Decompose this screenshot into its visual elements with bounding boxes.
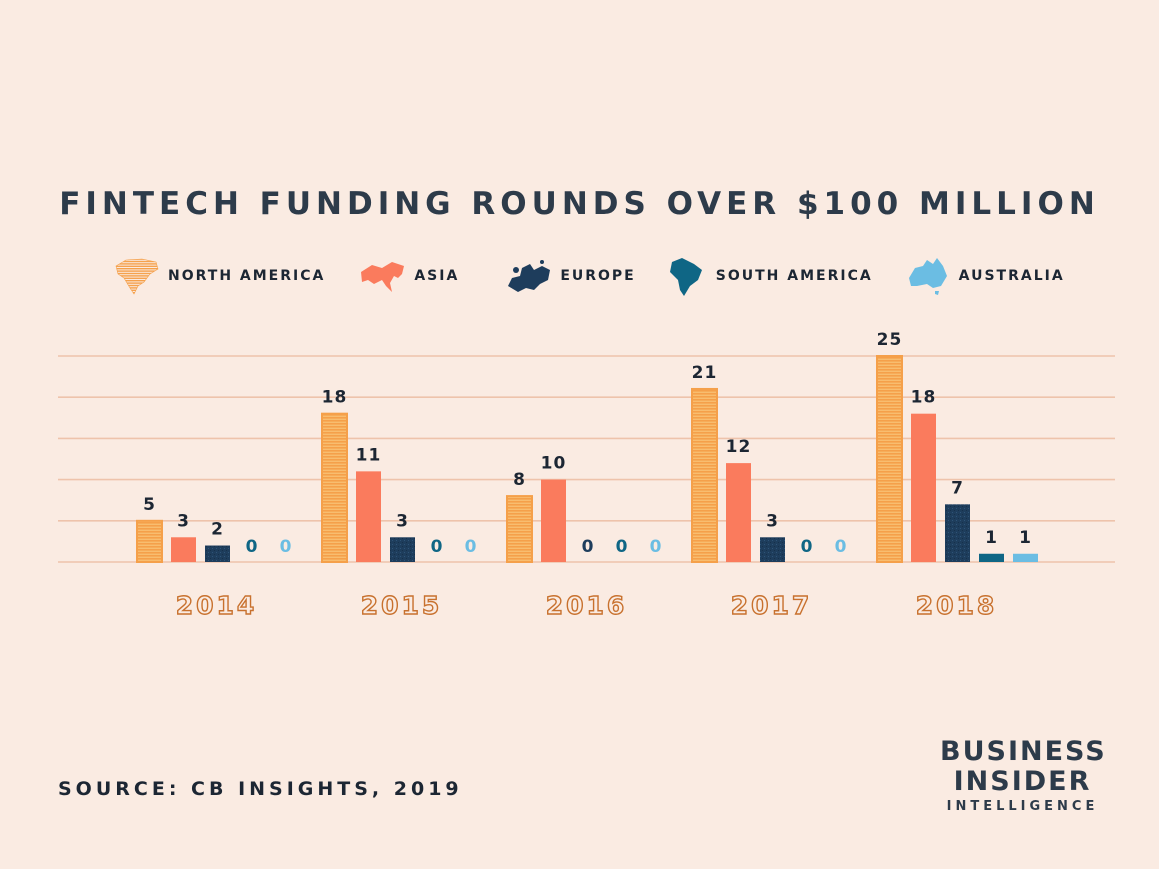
bar-asia-2015 — [356, 471, 381, 562]
value-label-australia-2016: 0 — [650, 537, 662, 557]
bar-europe-2018 — [945, 504, 970, 562]
legend-item-australia: AUSTRALIA — [903, 256, 1065, 296]
bar-australia-2018 — [1013, 553, 1038, 562]
category-label-2014: 2014 — [176, 591, 258, 620]
value-label-europe-2016: 0 — [582, 537, 594, 557]
value-label-south-america-2014: 0 — [246, 537, 258, 557]
legend-item-europe: EUROPE — [504, 256, 635, 296]
bar-asia-2017 — [726, 463, 751, 562]
bar-asia-2018 — [911, 413, 936, 562]
bar-europe-2015 — [390, 537, 415, 562]
value-label-australia-2014: 0 — [280, 537, 292, 557]
bar-north-america-2018 — [876, 355, 903, 563]
chart-title: FINTECH FUNDING ROUNDS OVER $100 MILLION — [59, 186, 1100, 222]
bar-north-america-2014 — [136, 519, 163, 563]
category-label-2018: 2018 — [916, 591, 998, 620]
value-label-europe-2017: 3 — [766, 511, 779, 531]
value-label-asia-2014: 3 — [177, 511, 190, 531]
bar-asia-2014 — [171, 537, 196, 562]
value-label-asia-2016: 10 — [541, 454, 567, 474]
australia-icon — [908, 258, 947, 295]
value-label-south-america-2015: 0 — [431, 537, 443, 557]
legend-label-asia: ASIA — [414, 268, 460, 284]
legend-label-australia: AUSTRALIA — [958, 268, 1065, 284]
bar-north-america-2017 — [691, 387, 718, 563]
value-label-north-america-2017: 21 — [692, 363, 718, 383]
value-label-north-america-2016: 8 — [513, 470, 526, 490]
category-label-2015: 2015 — [361, 591, 443, 620]
value-label-europe-2014: 2 — [211, 520, 224, 540]
value-label-australia-2017: 0 — [835, 537, 847, 557]
brand-line-business: BUSINESS — [940, 736, 1107, 767]
category-label-2016: 2016 — [546, 591, 628, 620]
source-note: SOURCE: CB INSIGHTS, 2019 — [58, 778, 463, 800]
legend-label-north-america: NORTH AMERICA — [168, 268, 326, 284]
legend-item-south-america: SOUTH AMERICA — [660, 256, 873, 296]
category-labels: 2014 2015 2016 2017 2018 — [175, 590, 998, 620]
value-label-europe-2015: 3 — [396, 511, 409, 531]
gridlines — [58, 355, 1115, 563]
value-label-australia-2018: 1 — [1019, 528, 1032, 548]
legend-item-asia: ASIA — [358, 256, 459, 296]
brand-line-intelligence: INTELLIGENCE — [946, 799, 1099, 814]
legend-label-south-america: SOUTH AMERICA — [715, 268, 873, 284]
value-label-south-america-2016: 0 — [616, 537, 628, 557]
brand-line-insider: INSIDER — [953, 766, 1092, 797]
bar-europe-2014 — [205, 545, 230, 562]
value-label-north-america-2018: 25 — [877, 330, 903, 350]
asia-icon — [361, 262, 405, 292]
value-label-north-america-2014: 5 — [143, 495, 156, 515]
brand-logo: BUSINESS INSIDER INTELLIGENCE — [940, 736, 1107, 815]
europe-icon — [508, 260, 551, 292]
bar-north-america-2016 — [506, 495, 533, 563]
value-label-australia-2015: 0 — [465, 537, 477, 557]
legend: NORTH AMERICA ASIA EUROPE SOUTH AMERICA … — [112, 254, 1065, 298]
south-america-icon — [669, 258, 702, 296]
category-label-2017: 2017 — [731, 591, 813, 620]
value-label-asia-2018: 18 — [911, 388, 937, 408]
value-label-europe-2018: 7 — [951, 478, 964, 498]
value-label-north-america-2015: 18 — [322, 388, 348, 408]
value-label-asia-2017: 12 — [726, 437, 752, 457]
bar-asia-2016 — [541, 479, 566, 562]
value-label-south-america-2018: 1 — [985, 528, 998, 548]
bar-north-america-2015 — [321, 412, 348, 563]
north-america-icon — [115, 258, 159, 295]
legend-label-europe: EUROPE — [560, 268, 636, 284]
legend-item-north-america: NORTH AMERICA — [112, 256, 325, 296]
bar-south-america-2018 — [979, 553, 1004, 562]
bar-europe-2017 — [760, 537, 785, 562]
value-label-south-america-2017: 0 — [801, 537, 813, 557]
value-label-asia-2015: 11 — [356, 445, 382, 465]
bars — [136, 355, 1038, 563]
